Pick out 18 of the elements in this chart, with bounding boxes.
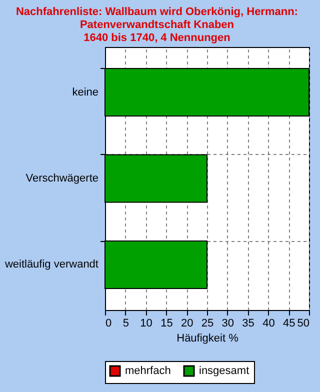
x-tick-label: 40 (262, 318, 275, 330)
x-tick-label: 50 (297, 318, 310, 330)
x-tick-label: 15 (160, 318, 173, 330)
x-tick-label: 0 (106, 318, 112, 330)
x-tick-label: 25 (201, 318, 214, 330)
y-tick-label: weitläufig verwandt (4, 258, 98, 271)
x-tick-label: 20 (180, 318, 194, 330)
x-tick-label: 5 (122, 318, 129, 330)
chart-title: Nachfahrenliste: Wallbaum wird Oberkönig, Hermann: Patenverwandtschaft Knaben 1640 bis 1740, 4 Nennungen (16, 6, 298, 44)
y-tick-label: Verschwägerte (26, 172, 98, 184)
x-tick-label: 10 (140, 318, 152, 330)
x-tick-label: 45 (282, 318, 296, 330)
y-tick-label: keine (72, 86, 98, 98)
legend-label: insgesamt (199, 365, 250, 377)
legend-label: mehrfach (125, 365, 171, 377)
x-axis-title: Häufigkeit % (176, 332, 239, 344)
x-tick-label: 35 (242, 318, 254, 330)
x-tick-label: 30 (222, 318, 234, 330)
